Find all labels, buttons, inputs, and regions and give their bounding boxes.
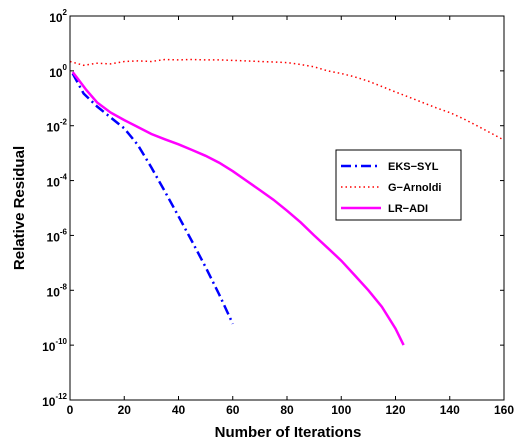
y-tick-label: 10-10 <box>42 337 67 354</box>
x-tick-label: 20 <box>118 403 132 417</box>
x-tick-label: 100 <box>331 403 351 417</box>
y-tick-label: 10-8 <box>47 282 68 299</box>
y-axis-label: Relative Residual <box>11 146 28 270</box>
y-tick-label: 10-6 <box>47 227 68 244</box>
series-line-2 <box>71 71 405 346</box>
x-tick-label: 120 <box>385 403 405 417</box>
x-tick-label: 80 <box>280 403 294 417</box>
series-line-1 <box>69 58 505 141</box>
x-tick-label: 60 <box>226 403 240 417</box>
legend-label-0: EKS−SYL <box>388 161 439 173</box>
axis-ticks <box>69 15 505 401</box>
legend: EKS−SYL G−Arnoldi LR−ADI <box>335 149 462 221</box>
series-line-0 <box>71 72 234 325</box>
series-lines <box>69 58 505 346</box>
x-tick-label: 40 <box>172 403 186 417</box>
y-tick-label: 10-2 <box>47 118 68 135</box>
y-tick-label: 10-12 <box>42 392 67 409</box>
y-tick-label: 100 <box>49 63 67 80</box>
x-tick-label: 0 <box>67 403 74 417</box>
x-axis-label: Number of Iterations <box>215 424 362 441</box>
legend-label-2: LR−ADI <box>388 203 428 215</box>
x-tick-labels: 0 20 40 60 80 100 120 140 160 <box>67 403 515 417</box>
x-tick-label: 140 <box>440 403 460 417</box>
y-tick-labels: 102 100 10-2 10-4 10-6 10-8 10-10 10-12 <box>42 8 67 409</box>
x-tick-label: 160 <box>494 403 514 417</box>
legend-label-1: G−Arnoldi <box>388 182 441 194</box>
y-tick-label: 10-4 <box>47 173 68 190</box>
y-tick-label: 102 <box>49 8 67 25</box>
